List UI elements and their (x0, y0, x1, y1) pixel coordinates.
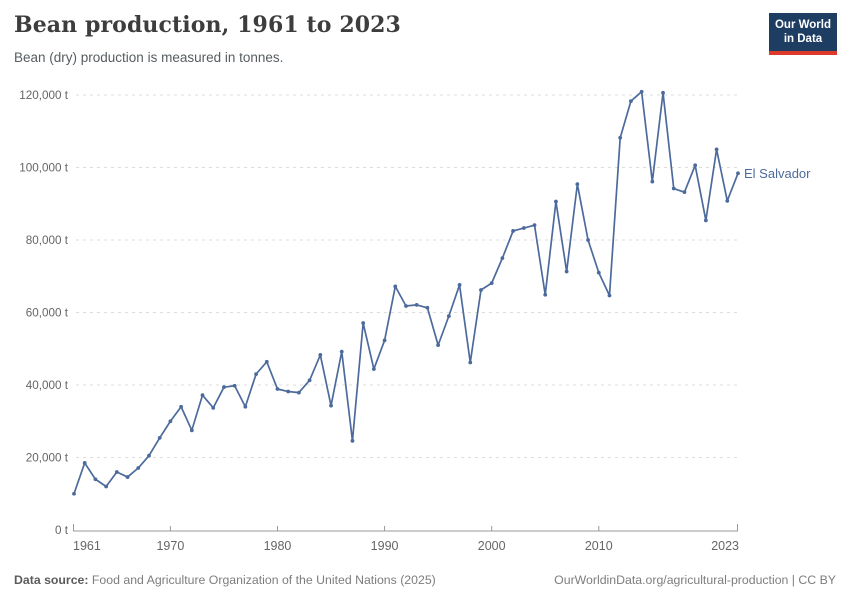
data-point (457, 283, 462, 287)
data-point (382, 338, 387, 343)
svg-text:2000: 2000 (478, 539, 506, 553)
data-source: Data source: Food and Agriculture Organi… (14, 573, 436, 587)
data-point (93, 477, 98, 482)
data-point (607, 293, 612, 298)
y-axis-labels: 0 t 20,000 t 40,000 t 60,000 t 80,000 t 100,0… (19, 89, 68, 537)
data-point (575, 182, 580, 187)
svg-text:60,000 t: 60,000 t (26, 307, 69, 320)
data-point (468, 360, 473, 365)
data-point (350, 438, 355, 443)
data-point (404, 304, 408, 308)
svg-text:0 t: 0 t (55, 524, 69, 537)
data-point (500, 256, 505, 261)
data-point (425, 305, 430, 310)
x-axis-labels: 1961 1970 1980 1990 2000 2010 2023 (73, 539, 739, 553)
data-point (618, 135, 623, 140)
data-point (489, 281, 494, 286)
data-point (104, 484, 109, 489)
chart-subtitle: Bean (dry) production is measured in ton… (14, 50, 284, 65)
data-point (479, 288, 483, 292)
data-point (318, 353, 323, 357)
data-point (254, 372, 258, 377)
data-point (179, 404, 183, 409)
data-points[interactable] (72, 89, 740, 496)
data-point (264, 359, 269, 364)
data-source-text: Food and Agriculture Organization of the… (88, 573, 436, 587)
data-point (661, 90, 665, 95)
data-point (446, 314, 451, 319)
data-point (682, 190, 687, 195)
data-point (275, 387, 280, 391)
data-point (736, 171, 740, 176)
data-point (532, 223, 537, 228)
data-point (222, 385, 226, 390)
data-point (554, 199, 558, 204)
owid-logo-line1: Our World (774, 19, 831, 31)
data-point (703, 218, 708, 223)
svg-text:1961: 1961 (73, 539, 101, 553)
data-line[interactable] (73, 90, 739, 495)
data-point (521, 226, 526, 230)
data-point (297, 390, 301, 395)
data-point (361, 321, 366, 325)
data-source-label: Data source: (14, 573, 89, 587)
data-point (511, 229, 515, 233)
data-point (72, 491, 76, 496)
svg-text:80,000 t: 80,000 t (26, 234, 69, 247)
data-point (436, 343, 441, 348)
data-point (157, 436, 162, 440)
x-axis (73, 524, 738, 532)
chart-footer: Data source: Food and Agriculture Organi… (14, 573, 836, 587)
svg-text:2023: 2023 (711, 539, 739, 553)
data-point (693, 163, 698, 168)
data-point (125, 475, 130, 479)
svg-text:1980: 1980 (264, 539, 292, 553)
data-point (639, 89, 644, 94)
svg-text:20,000 t: 20,000 t (26, 452, 69, 465)
data-point (543, 292, 548, 297)
svg-text:1970: 1970 (156, 539, 184, 553)
y-gridlines (76, 94, 740, 458)
data-point (671, 186, 676, 191)
credit-link[interactable]: OurWorldinData.org/agricultural-producti… (554, 573, 836, 587)
data-point (371, 367, 376, 371)
data-point (82, 461, 87, 465)
data-point (286, 389, 291, 394)
data-point (650, 179, 655, 184)
svg-text:120,000 t: 120,000 t (19, 89, 68, 102)
series-label: El Salvador (744, 166, 811, 181)
data-point (564, 269, 569, 274)
data-point (136, 466, 141, 470)
data-point (586, 238, 590, 242)
owid-logo[interactable]: Our World in Data (769, 13, 837, 55)
owid-logo-line2: in Data (783, 33, 823, 46)
data-point (596, 270, 601, 275)
data-point (232, 383, 237, 388)
data-point (211, 405, 216, 410)
page-title: Bean production, 1961 to 2023 (14, 12, 401, 38)
data-point (147, 453, 151, 458)
data-point (307, 378, 312, 383)
svg-text:2010: 2010 (585, 539, 613, 553)
data-point (714, 147, 719, 152)
data-point (725, 198, 730, 203)
data-point (189, 428, 194, 433)
data-point (168, 419, 173, 424)
data-point (393, 284, 398, 289)
data-point (329, 403, 333, 408)
data-point (414, 302, 419, 307)
data-point (629, 99, 633, 104)
data-point (243, 404, 248, 409)
data-point (114, 470, 119, 474)
svg-text:1990: 1990 (371, 539, 399, 553)
svg-text:40,000 t: 40,000 t (26, 379, 69, 392)
data-point (339, 349, 344, 354)
svg-text:100,000 t: 100,000 t (19, 162, 68, 175)
data-point (200, 393, 205, 398)
